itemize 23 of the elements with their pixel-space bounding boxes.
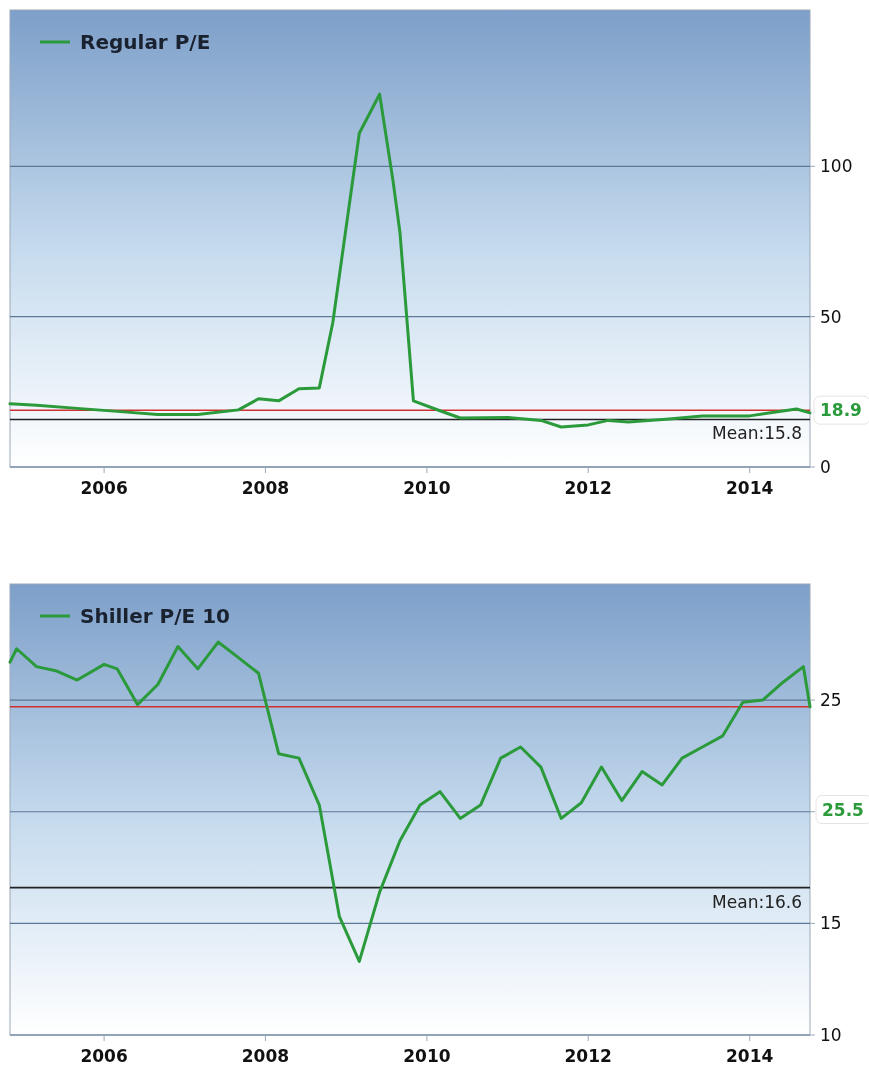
line-series xyxy=(8,640,812,963)
ref-line-label: Mean:16.6 xyxy=(712,891,802,912)
y-tick-label: 25 xyxy=(820,690,842,711)
x-tick-label: 2006 xyxy=(80,1046,128,1066)
x-tick-label: 2012 xyxy=(564,478,612,498)
ref-line-label: Mean:15.8 xyxy=(712,423,802,444)
y-tick-label: 0 xyxy=(820,456,831,477)
y-tick-label: 100 xyxy=(820,156,853,177)
legend-label: Regular P/E xyxy=(80,30,211,54)
y-tick-label: 50 xyxy=(820,306,842,327)
x-tick-label: 2014 xyxy=(726,1046,774,1066)
y-tick-label: 10 xyxy=(820,1024,842,1045)
text: 25.5 xyxy=(822,799,864,820)
x-tick-label: 2010 xyxy=(403,478,451,498)
ref-line-label: 18.9 xyxy=(820,400,862,421)
x-tick-label: 2014 xyxy=(726,478,774,498)
x-tick-label: 2010 xyxy=(403,1046,451,1066)
x-tick-label: 2008 xyxy=(241,1046,290,1066)
y-tick-label: 15 xyxy=(820,913,842,934)
x-tick-label: 2008 xyxy=(241,478,290,498)
legend-label: Shiller P/E 10 xyxy=(80,604,231,628)
x-tick-label: 2006 xyxy=(80,478,128,498)
x-tick-label: 2012 xyxy=(564,1046,612,1066)
